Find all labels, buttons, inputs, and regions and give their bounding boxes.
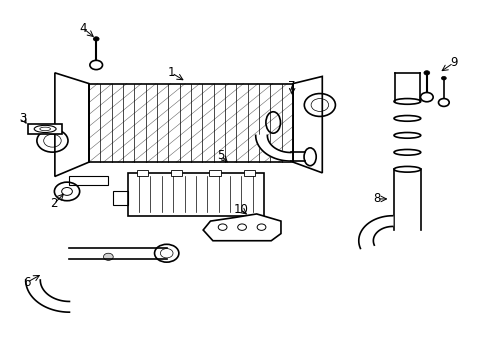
Bar (243, 170, 255, 176)
Text: 1: 1 (167, 66, 175, 79)
Polygon shape (255, 135, 290, 161)
Text: 10: 10 (233, 203, 247, 216)
Circle shape (438, 99, 448, 107)
Polygon shape (26, 280, 69, 312)
Circle shape (90, 60, 102, 69)
Polygon shape (358, 216, 392, 248)
Text: 2: 2 (50, 197, 58, 211)
Circle shape (423, 71, 429, 75)
Text: 9: 9 (449, 56, 456, 69)
Polygon shape (28, 123, 62, 134)
Circle shape (441, 76, 446, 80)
Text: 3: 3 (20, 112, 27, 125)
Text: 8: 8 (372, 193, 380, 206)
Polygon shape (203, 214, 281, 241)
Bar (170, 170, 182, 176)
Text: 7: 7 (288, 80, 295, 93)
Bar (136, 170, 148, 176)
Bar (209, 170, 221, 176)
Text: 4: 4 (79, 22, 87, 35)
Text: 6: 6 (23, 276, 30, 289)
Circle shape (93, 37, 99, 41)
Circle shape (420, 93, 432, 102)
Circle shape (103, 253, 113, 260)
Text: 5: 5 (217, 149, 224, 162)
